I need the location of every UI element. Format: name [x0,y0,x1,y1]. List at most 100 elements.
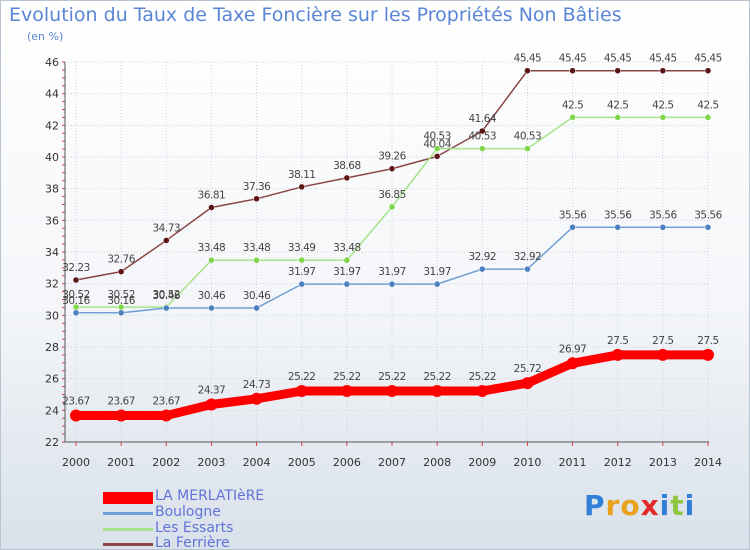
data-point-la-merlati-re [476,385,489,398]
data-label-boulogne: 30.16 [107,295,135,307]
x-tick-label: 2003 [197,456,225,469]
data-point-la-merlati-re [250,392,263,405]
unit-label: (en %) [27,30,64,43]
data-point-la-ferri-re [659,67,667,74]
legend-swatch-la-ferriere [103,543,153,546]
data-label-les-essarts: 33.48 [198,242,226,254]
data-point-les-essarts [479,145,486,152]
data-point-boulogne [388,280,396,288]
data-label-la-ferri-re: 39.26 [378,151,406,163]
data-point-la-merlati-re [386,385,398,398]
legend-swatch-la-merlatiere [103,492,153,504]
data-label-la-merlati-re: 25.72 [514,363,542,375]
logo-letter: i [684,489,696,522]
y-tick-label: 28 [45,341,59,354]
data-label-la-merlati-re: 25.22 [333,371,361,383]
data-point-boulogne [569,224,576,231]
data-point-les-essarts [524,145,531,152]
legend-label-les-essarts: Les Essarts [155,520,234,536]
data-label-la-merlati-re: 25.22 [378,371,406,383]
data-label-les-essarts: 42.5 [607,99,628,111]
data-point-les-essarts [433,145,441,152]
data-point-les-essarts [208,256,215,264]
data-point-les-essarts [569,114,576,121]
data-point-la-ferri-re [614,67,621,74]
legend-swatch-boulogne [103,512,153,515]
x-tick-label: 2008 [423,456,451,469]
data-label-la-ferri-re: 34.73 [153,222,181,234]
data-label-la-ferri-re: 45.45 [514,53,542,65]
logo-letter: x [640,489,660,522]
data-label-la-merlati-re: 23.67 [107,396,135,408]
data-label-la-merlati-re: 24.73 [243,379,271,391]
y-tick-label: 38 [45,183,59,196]
y-tick-label: 42 [45,119,59,132]
data-point-la-merlati-re [295,385,308,398]
data-label-la-merlati-re: 25.22 [288,371,316,383]
x-tick-label: 2006 [333,456,361,469]
data-point-la-ferri-re [388,165,396,172]
data-point-les-essarts [659,114,667,121]
data-label-la-ferri-re: 41.64 [469,113,497,125]
data-point-boulogne [343,280,351,288]
data-label-les-essarts: 42.5 [697,99,718,111]
data-point-boulogne [72,309,80,317]
data-label-les-essarts: 30.52 [107,289,135,301]
data-point-la-ferri-re [433,153,441,160]
legend-label-boulogne: Boulogne [155,504,221,520]
chart-title: Evolution du Taux de Taxe Foncière sur l… [9,4,622,26]
legend-label-la-merlatiere: LA MERLATIèRE [155,488,265,504]
data-point-boulogne [659,224,667,231]
data-label-la-merlati-re: 23.67 [153,396,181,408]
data-point-les-essarts [704,114,712,121]
y-tick-label: 46 [45,56,59,69]
x-tick-label: 2012 [604,456,632,469]
data-label-la-ferri-re: 45.45 [694,53,722,65]
data-label-les-essarts: 40.53 [514,131,542,143]
data-label-boulogne: 32.92 [514,251,542,263]
logo-letter: i [659,489,671,522]
data-point-boulogne [479,265,486,273]
data-point-la-merlati-re [340,385,353,398]
y-tick-label: 26 [45,373,59,386]
data-label-les-essarts: 33.48 [243,242,271,254]
data-label-les-essarts: 36.85 [378,189,406,201]
x-tick-label: 2000 [62,456,90,469]
data-point-la-ferri-re [208,204,215,211]
x-tick-label: 2013 [649,456,677,469]
x-tick-label: 2010 [513,456,541,469]
data-point-boulogne [433,280,441,288]
data-point-la-ferri-re [253,195,260,203]
data-label-les-essarts: 42.5 [562,99,583,111]
data-label-la-ferri-re: 38.11 [288,169,316,181]
data-point-la-ferri-re [72,276,80,284]
data-label-boulogne: 30.16 [62,295,90,307]
y-tick-label: 44 [45,88,59,101]
data-label-les-essarts: 33.49 [288,242,316,254]
data-point-la-merlati-re [566,357,579,370]
data-label-les-essarts: 30.52 [153,289,181,301]
data-label-boulogne: 35.56 [559,209,587,221]
data-point-la-merlati-re [205,398,218,411]
data-point-la-merlati-re [656,348,669,361]
data-label-la-merlati-re: 26.97 [559,343,587,355]
data-label-la-ferri-re: 45.45 [559,53,587,65]
x-tick-label: 2014 [694,456,722,469]
data-label-la-ferri-re: 45.45 [604,53,632,65]
data-point-boulogne [208,304,215,312]
y-tick-label: 32 [45,278,59,291]
logo-letter: t [670,489,685,522]
data-point-les-essarts [343,256,351,264]
data-label-les-essarts: 33.48 [333,242,361,254]
x-tick-label: 2011 [559,456,587,469]
data-label-la-merlati-re: 24.37 [198,384,226,396]
legend-swatch-les-essarts [103,528,153,531]
proxiti-logo: Proxiti [584,489,695,522]
data-label-boulogne: 31.97 [333,266,361,278]
data-label-boulogne: 31.97 [288,266,316,278]
data-label-la-merlati-re: 27.5 [697,335,718,347]
data-label-boulogne: 30.46 [198,290,226,302]
data-point-boulogne [704,224,712,231]
